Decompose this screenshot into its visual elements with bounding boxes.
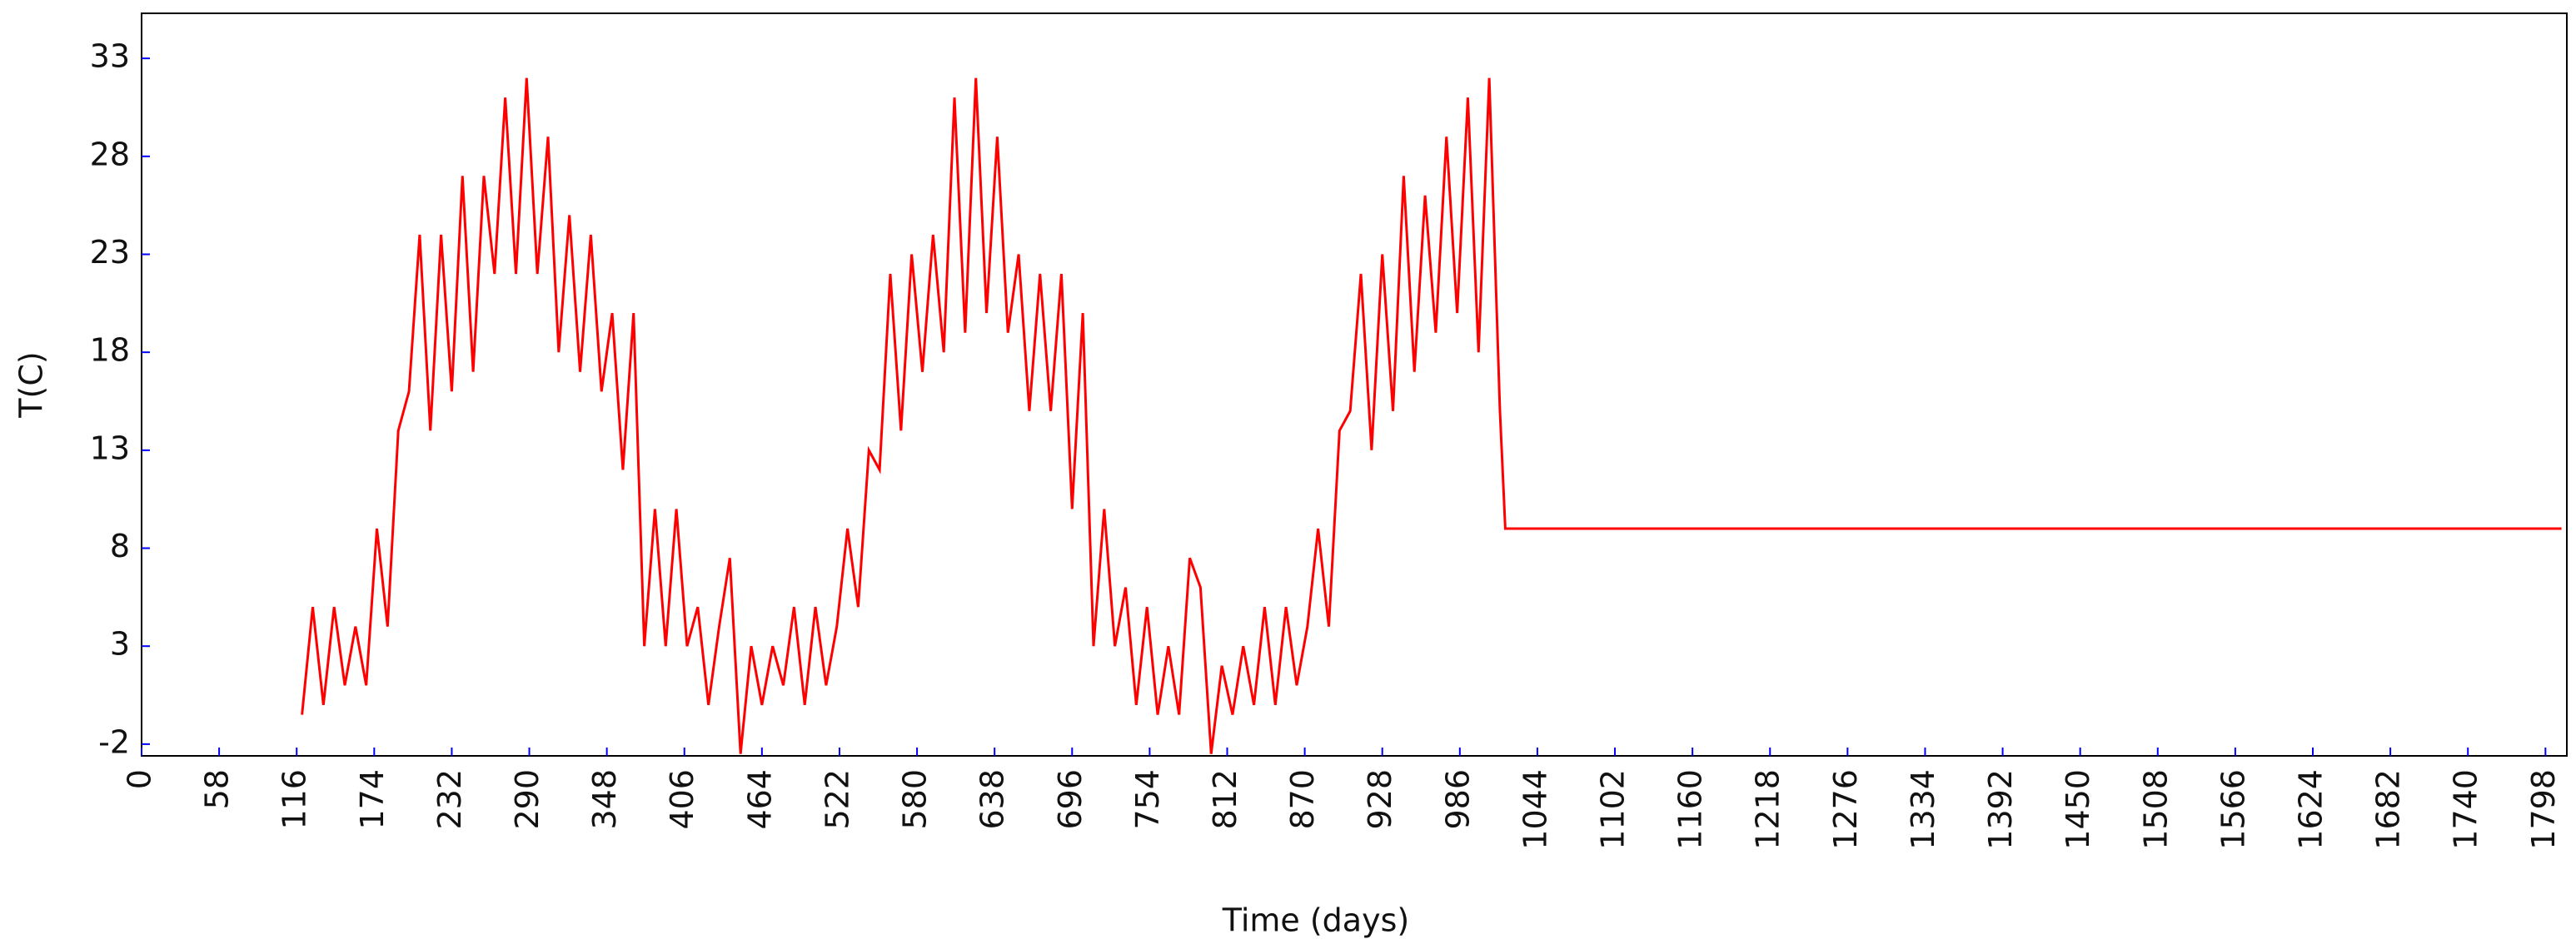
y-tick-label: 3 xyxy=(110,626,130,663)
x-tick-label: 870 xyxy=(1284,769,1321,830)
y-tick-label: 18 xyxy=(90,332,130,369)
x-tick-label: 348 xyxy=(586,769,623,830)
x-tick-label: 1450 xyxy=(2060,769,2096,850)
x-tick-label: 754 xyxy=(1129,769,1166,830)
x-tick-label: 522 xyxy=(819,769,855,830)
x-tick-label: 1160 xyxy=(1672,769,1709,850)
x-tick-label: 232 xyxy=(431,769,468,830)
x-tick-label: 1740 xyxy=(2448,769,2484,850)
x-tick-label: 1624 xyxy=(2292,769,2329,850)
x-tick-label: 1392 xyxy=(1982,769,2019,850)
x-tick-label: 1102 xyxy=(1595,769,1632,850)
x-tick-label: 1682 xyxy=(2370,769,2407,850)
x-tick-label: 812 xyxy=(1207,769,1243,830)
x-tick-label: 58 xyxy=(199,769,236,809)
plot-frame xyxy=(141,12,2568,757)
y-tick-label: -2 xyxy=(98,723,130,760)
x-tick-label: 580 xyxy=(897,769,934,830)
y-tick-label: 23 xyxy=(90,234,130,271)
x-tick-label: 406 xyxy=(664,769,700,830)
x-tick-label: 1566 xyxy=(2215,769,2251,850)
x-tick-label: 1334 xyxy=(1905,769,1941,850)
x-tick-label: 696 xyxy=(1052,769,1089,830)
x-tick-label: 464 xyxy=(741,769,778,830)
y-tick-label: 33 xyxy=(90,38,130,75)
x-tick-label: 1218 xyxy=(1750,769,1786,850)
y-tick-label: 13 xyxy=(90,430,130,466)
x-tick-label: 290 xyxy=(509,769,546,830)
x-tick-label: 1044 xyxy=(1517,769,1553,850)
x-tick-label: 1798 xyxy=(2525,769,2562,850)
y-tick-label: 28 xyxy=(90,136,130,172)
x-tick-label: 928 xyxy=(1362,769,1398,830)
data-line xyxy=(301,77,2562,754)
x-tick-label: 1508 xyxy=(2137,769,2174,850)
x-axis-label: Time (days) xyxy=(1222,902,1409,939)
y-tick-label: 8 xyxy=(110,528,130,564)
x-tick-label: 174 xyxy=(354,769,391,830)
x-tick-label: 986 xyxy=(1439,769,1476,830)
x-tick-label: 0 xyxy=(122,769,158,789)
x-tick-label: 116 xyxy=(277,769,313,830)
x-tick-label: 1276 xyxy=(1827,769,1864,850)
y-axis-label: T(C) xyxy=(13,351,50,418)
x-tick-label: 638 xyxy=(974,769,1011,830)
